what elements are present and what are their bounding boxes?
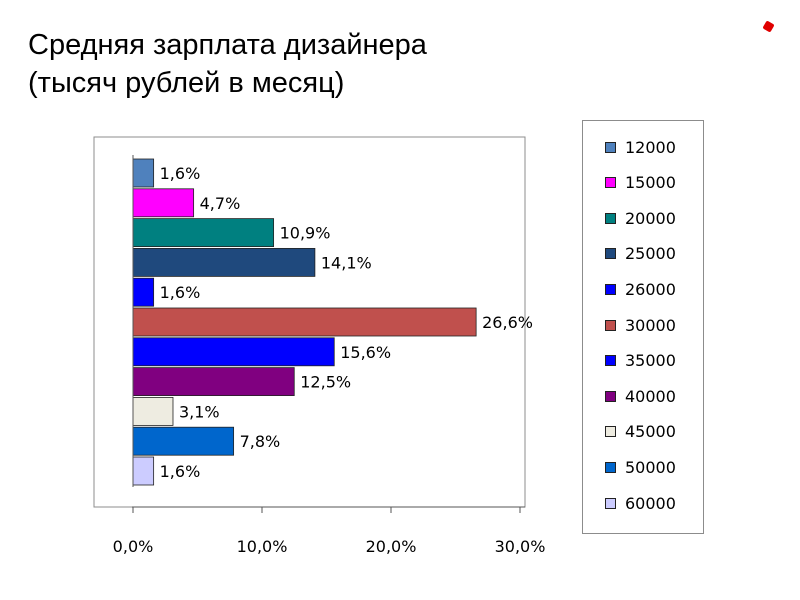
legend-label-35000: 35000 xyxy=(625,351,676,371)
bar-50000 xyxy=(132,426,235,456)
legend-item-40000: 40000 xyxy=(605,386,676,406)
chart-title-line-1: Средняя зарплата дизайнера xyxy=(28,29,427,61)
legend-item-15000: 15000 xyxy=(605,173,676,193)
bar-20000 xyxy=(132,218,275,248)
legend-label-12000: 12000 xyxy=(625,137,676,157)
legend-label-20000: 20000 xyxy=(625,208,676,228)
bar-35000 xyxy=(132,337,335,367)
legend-swatch-20000 xyxy=(605,212,616,224)
bar-30000 xyxy=(132,307,477,337)
legend-item-60000: 60000 xyxy=(605,493,676,513)
bar-40000 xyxy=(132,367,295,397)
data-label-26000: 1,6% xyxy=(160,283,201,302)
legend-item-20000: 20000 xyxy=(605,208,676,228)
legend-swatch-60000 xyxy=(605,497,616,509)
legend-swatch-35000 xyxy=(605,355,616,367)
chart-legend: 12000 15000 20000 25000 26000 30000 35000 40000… xyxy=(582,120,704,534)
legend-label-45000: 45000 xyxy=(625,422,676,442)
bar-45000 xyxy=(132,396,174,426)
data-label-35000: 15,6% xyxy=(340,343,391,362)
legend-swatch-30000 xyxy=(605,319,616,331)
legend-label-15000: 15000 xyxy=(625,173,676,193)
x-tick-label-2: 20,0% xyxy=(366,537,417,556)
bar-25000 xyxy=(132,247,316,277)
legend-label-25000: 25000 xyxy=(625,244,676,264)
legend-swatch-50000 xyxy=(605,461,616,473)
bar-12000 xyxy=(132,158,155,188)
legend-swatch-40000 xyxy=(605,390,616,402)
legend-item-45000: 45000 xyxy=(605,422,676,442)
data-label-40000: 12,5% xyxy=(300,373,351,392)
legend-item-26000: 26000 xyxy=(605,279,676,299)
legend-label-60000: 60000 xyxy=(625,493,676,513)
data-label-45000: 3,1% xyxy=(179,402,220,421)
legend-swatch-26000 xyxy=(605,283,616,295)
data-label-60000: 1,6% xyxy=(160,462,201,481)
bar-15000 xyxy=(132,188,195,218)
legend-item-30000: 30000 xyxy=(605,315,676,335)
legend-swatch-45000 xyxy=(605,426,616,438)
legend-item-35000: 35000 xyxy=(605,351,676,371)
legend-swatch-25000 xyxy=(605,248,616,260)
data-label-30000: 26,6% xyxy=(482,313,533,332)
legend-label-30000: 30000 xyxy=(625,315,676,335)
x-tick-label-0: 0,0% xyxy=(113,537,154,556)
data-label-12000: 1,6% xyxy=(160,164,201,183)
x-tick-label-1: 10,0% xyxy=(237,537,288,556)
chart-title: Средняя зарплата дизайнера (тысяч рублей… xyxy=(28,26,427,102)
data-label-50000: 7,8% xyxy=(240,432,281,451)
x-tick-label-3: 30,0% xyxy=(495,537,546,556)
legend-item-50000: 50000 xyxy=(605,457,676,477)
legend-label-50000: 50000 xyxy=(625,457,676,477)
chart-title-line-2: (тысяч рублей в месяц) xyxy=(28,67,345,99)
data-label-25000: 14,1% xyxy=(321,253,372,272)
legend-label-40000: 40000 xyxy=(625,386,676,406)
legend-swatch-12000 xyxy=(605,141,616,153)
legend-item-25000: 25000 xyxy=(605,244,676,264)
legend-label-26000: 26000 xyxy=(625,279,676,299)
data-label-20000: 10,9% xyxy=(280,224,331,243)
bar-60000 xyxy=(132,456,155,486)
legend-swatch-15000 xyxy=(605,177,616,189)
data-label-15000: 4,7% xyxy=(200,194,241,213)
legend-item-12000: 12000 xyxy=(605,137,676,157)
bar-26000 xyxy=(132,277,155,307)
